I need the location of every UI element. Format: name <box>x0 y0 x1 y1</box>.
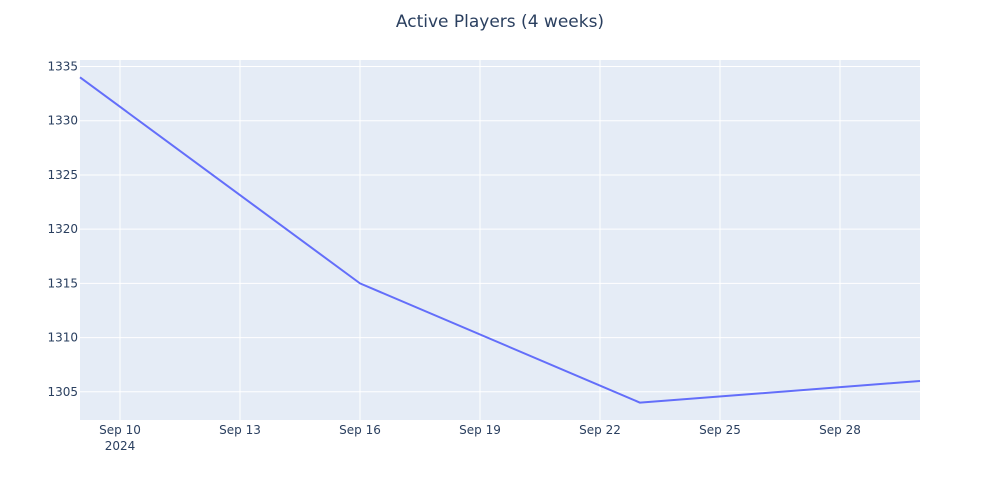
x-tick-label: Sep 25 <box>699 423 741 437</box>
y-tick-label: 1305 <box>47 385 78 399</box>
y-tick-label: 1320 <box>47 222 78 236</box>
y-tick-label: 1310 <box>47 331 78 345</box>
y-tick-label: 1315 <box>47 276 78 290</box>
grid <box>80 60 920 420</box>
y-tick-label: 1325 <box>47 168 78 182</box>
series-layer <box>79 76 921 404</box>
y-tick-label: 1335 <box>47 60 78 74</box>
x-tick-label: Sep 13 <box>219 423 261 437</box>
x-axis: Sep 10 2024 Sep 13 Sep 16 Sep 19 Sep 22 Sep 25… <box>99 423 861 453</box>
x-tick-label: Sep 16 <box>339 423 381 437</box>
plot-background <box>80 60 920 420</box>
series-line <box>79 76 921 404</box>
x-tick-year-label: 2024 <box>105 439 136 453</box>
x-tick-label: Sep 22 <box>579 423 621 437</box>
x-tick-label: Sep 19 <box>459 423 501 437</box>
y-axis: 1305 1310 1315 1320 1325 1330 1335 <box>47 60 78 399</box>
x-tick-label: Sep 10 <box>99 423 141 437</box>
x-tick-label: Sep 28 <box>819 423 861 437</box>
chart-title: Active Players (4 weeks) <box>395 12 605 32</box>
y-tick-label: 1330 <box>47 114 78 128</box>
